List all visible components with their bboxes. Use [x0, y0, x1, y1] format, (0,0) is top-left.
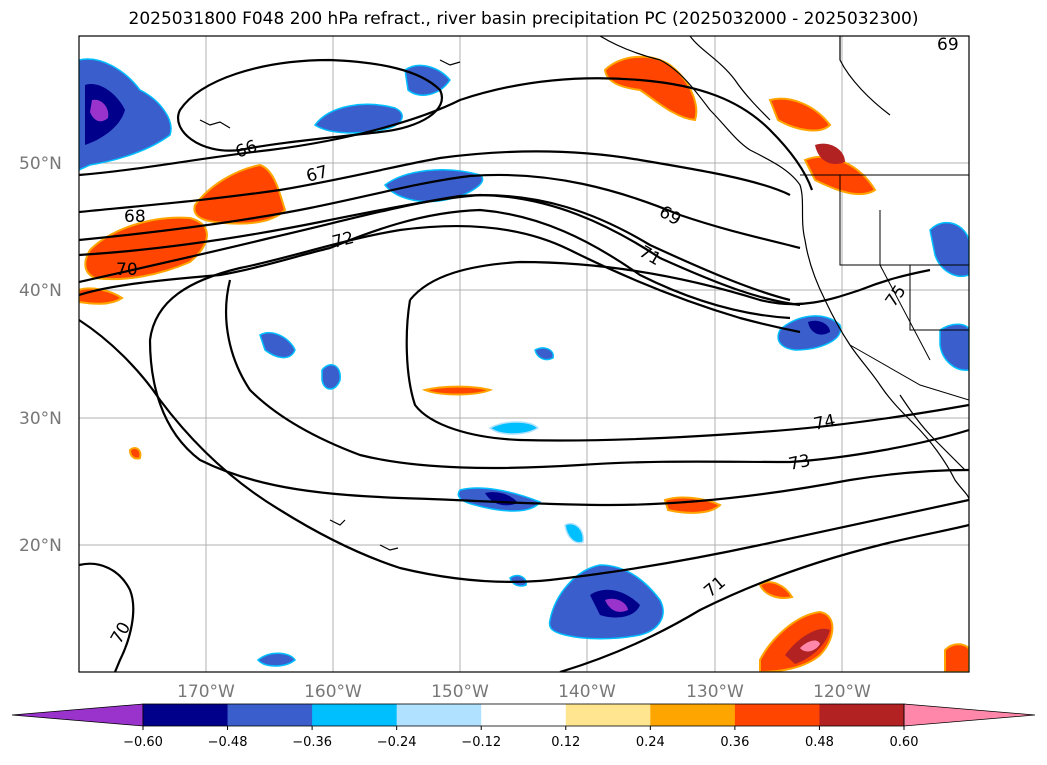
colorbar-extend-min	[11, 703, 144, 727]
map-title: 2025031800 F048 200 hPa refract., river …	[128, 9, 919, 29]
longitude-labels: 170°W 160°W 150°W 140°W 130°W 120°W	[177, 682, 871, 702]
colorbar-tick-label: −0.48	[208, 735, 248, 750]
lon-label-160w: 160°W	[304, 682, 362, 702]
contour-label-73: 73	[787, 451, 812, 475]
lat-label-20n: 20°N	[19, 536, 62, 556]
colorbar-segment	[396, 704, 482, 726]
colorbar-tick-label: −0.36	[292, 735, 332, 750]
colorbar-tick-label: 0.24	[636, 735, 665, 750]
colorbar-tick-label: 0.36	[720, 735, 749, 750]
colorbar-segment	[312, 704, 398, 726]
colorbar-tick-label: −0.60	[123, 735, 163, 750]
map-panel	[79, 36, 969, 672]
colorbar-tick-label: 0.12	[551, 735, 580, 750]
lat-label-40n: 40°N	[19, 281, 62, 301]
lon-label-140w: 140°W	[558, 682, 616, 702]
latitude-labels: 50°N 40°N 30°N 20°N	[19, 154, 62, 556]
colorbar-segment	[481, 704, 567, 726]
colorbar-segment	[227, 704, 313, 726]
contour-label-68: 68	[124, 207, 146, 227]
colorbar: −0.60 −0.48 −0.36 −0.24 −0.12 0.12 0.24 0.36 0.4…	[11, 703, 1036, 750]
contour-label-74: 74	[812, 411, 837, 435]
lat-label-30n: 30°N	[19, 409, 62, 429]
colorbar-tick-label: −0.12	[461, 735, 501, 750]
coastlines	[199, 36, 969, 551]
precip-shading	[79, 55, 969, 672]
contour-label-70: 70	[116, 260, 138, 280]
colorbar-segment	[143, 704, 229, 726]
colorbar-segment	[734, 704, 820, 726]
graticule	[79, 36, 969, 672]
colorbar-segment	[819, 704, 905, 726]
colorbar-tick-label: −0.24	[377, 735, 417, 750]
colorbar-segment	[565, 704, 651, 726]
lon-label-170w: 170°W	[177, 682, 235, 702]
colorbar-tick-label: 0.48	[805, 735, 834, 750]
colorbar-segment	[650, 704, 736, 726]
lon-label-150w: 150°W	[431, 682, 489, 702]
colorbar-tick-label: 0.60	[890, 735, 919, 750]
refractivity-contours	[79, 58, 969, 672]
lon-label-120w: 120°W	[813, 682, 871, 702]
lat-label-50n: 50°N	[19, 154, 62, 174]
map-frame	[78, 35, 970, 673]
colorbar-outline	[142, 703, 905, 727]
contour-label-69-corner: 69	[937, 35, 959, 55]
lon-label-130w: 130°W	[686, 682, 744, 702]
colorbar-extend-max	[903, 703, 1036, 727]
